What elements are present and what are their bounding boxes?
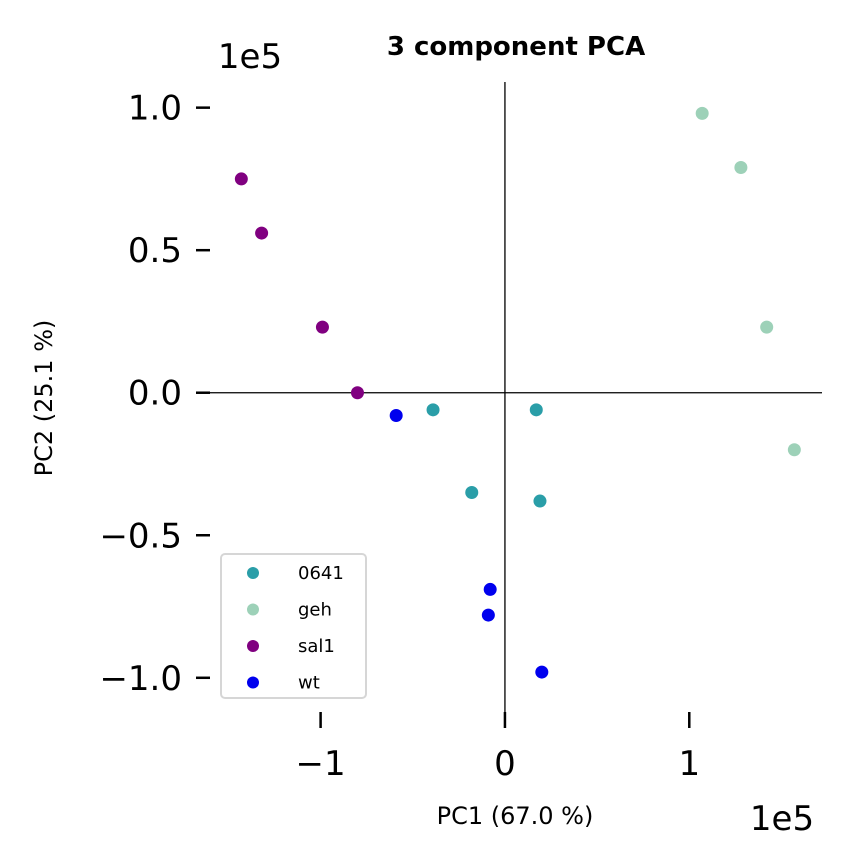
legend-marker-wt <box>247 676 259 689</box>
data-point-wt <box>481 608 495 622</box>
legend-label-0641: 0641 <box>298 563 344 584</box>
legend-label-sal1: sal1 <box>298 636 335 657</box>
ticks: −1 0 1 1.0 0.5 0.0 −0.5 −1.0 <box>99 89 700 784</box>
y-tick-label: −0.5 <box>99 516 182 556</box>
y-tick-label: −1.0 <box>99 659 182 699</box>
data-point-wt <box>389 409 403 423</box>
legend-label-geh: geh <box>298 600 332 621</box>
x-offset-label: 1e5 <box>750 799 814 839</box>
data-point-geh <box>695 106 709 120</box>
data-point-geh <box>760 320 774 334</box>
x-tick-label: 1 <box>678 744 700 784</box>
data-point-0641 <box>533 494 547 508</box>
x-axis-label: PC1 (67.0 %) <box>437 802 594 830</box>
y-tick-label: 0.0 <box>128 374 182 414</box>
data-point-sal1 <box>350 386 364 400</box>
y-tick-label: 0.5 <box>128 231 182 271</box>
legend-marker-sal1 <box>247 640 259 652</box>
data-point-wt <box>483 582 497 596</box>
data-point-0641 <box>426 403 440 417</box>
data-point-wt <box>535 665 549 679</box>
y-tick-label: 1.0 <box>128 89 182 129</box>
legend-marker-geh <box>247 603 259 616</box>
data-point-sal1 <box>315 320 329 334</box>
axes <box>210 82 822 712</box>
data-points <box>234 106 801 679</box>
y-offset-label: 1e5 <box>218 37 282 77</box>
legend-label-wt: wt <box>298 673 320 694</box>
legend: 0641 geh sal1 wt <box>220 553 367 699</box>
data-point-0641 <box>465 485 479 499</box>
data-point-geh <box>787 443 801 457</box>
x-tick-label: −1 <box>296 744 346 784</box>
legend-marker-0641 <box>247 567 259 579</box>
chart-title: 3 component PCA <box>387 32 645 62</box>
data-point-geh <box>734 161 748 175</box>
y-axis-label: PC2 (25.1 %) <box>30 320 58 477</box>
legend-frame <box>220 553 367 699</box>
x-tick-label: 0 <box>494 744 516 784</box>
data-point-sal1 <box>234 172 248 186</box>
data-point-sal1 <box>255 226 269 240</box>
data-point-0641 <box>529 403 543 417</box>
